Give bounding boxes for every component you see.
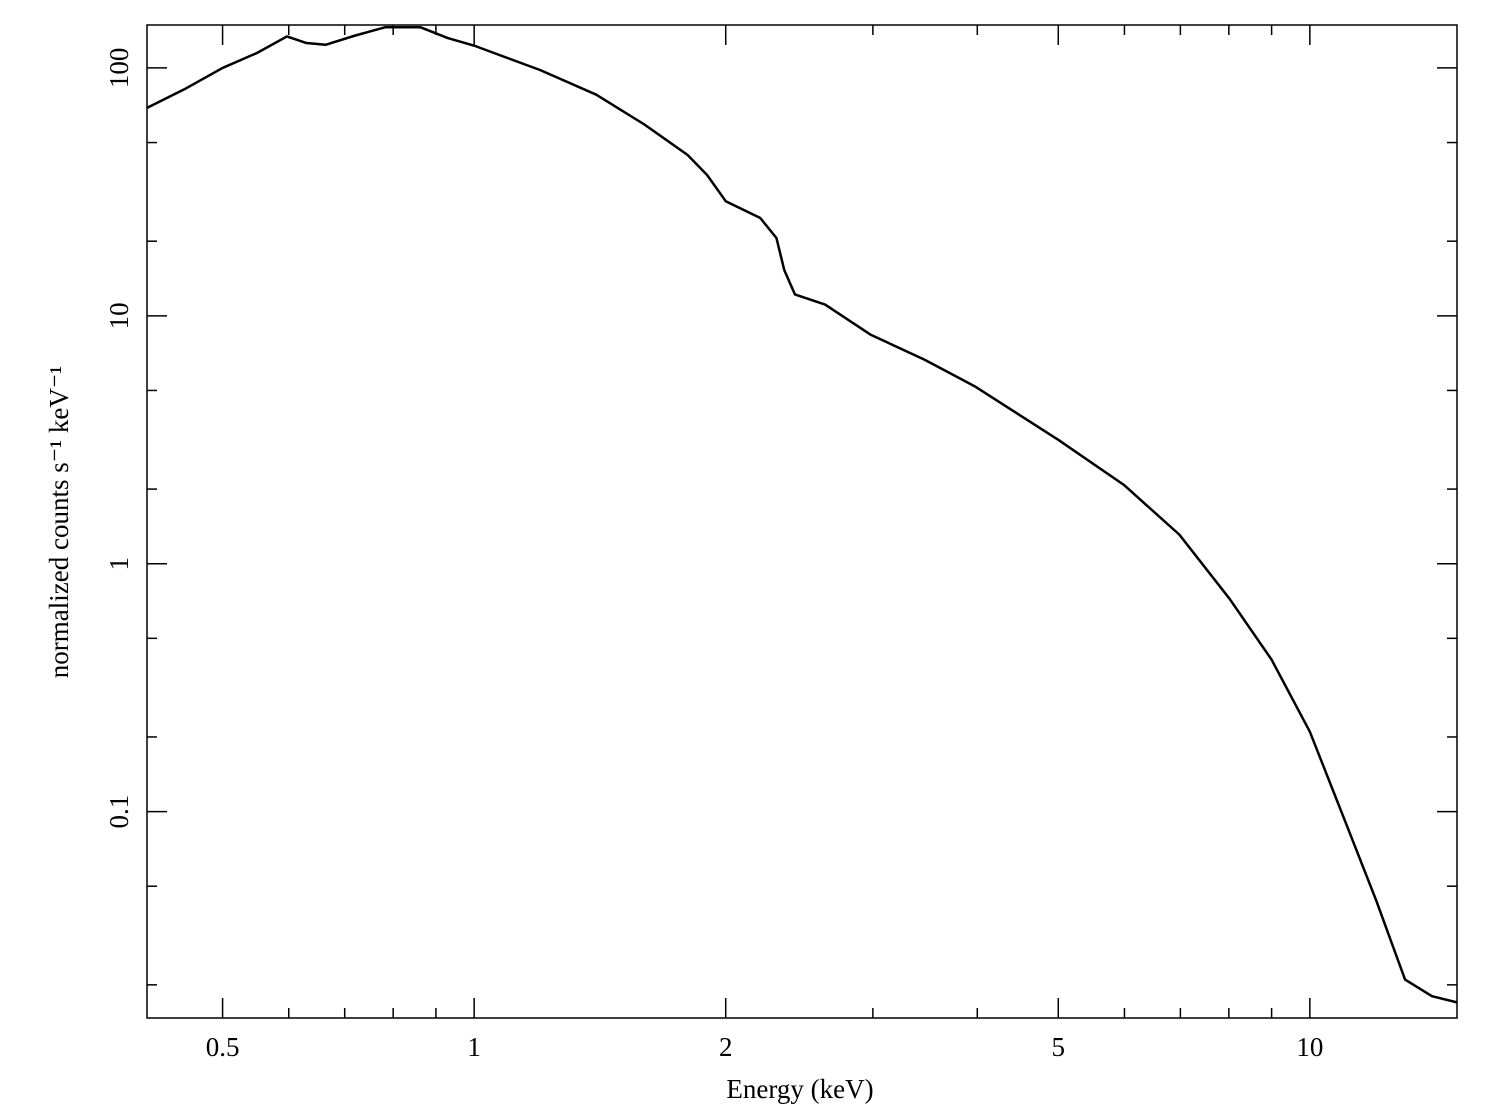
plot-frame: [146, 24, 1458, 1019]
x-tick-label: 1: [467, 1032, 481, 1062]
y-tick-label: 100: [104, 48, 134, 89]
spectrum-line: [146, 25, 1458, 1004]
y-tick-label: 1: [104, 557, 134, 571]
x-tick-label: 5: [1052, 1032, 1066, 1062]
y-tick-label: 0.1: [104, 795, 134, 829]
x-tick-label: 2: [719, 1032, 733, 1062]
y-axis-label: normalized counts s⁻¹ keV⁻¹: [44, 366, 74, 678]
x-axis-label: Energy (keV): [726, 1074, 873, 1104]
x-tick-label: 0.5: [206, 1032, 240, 1062]
y-tick-label: 10: [104, 302, 134, 329]
x-tick-label: 10: [1296, 1032, 1323, 1062]
